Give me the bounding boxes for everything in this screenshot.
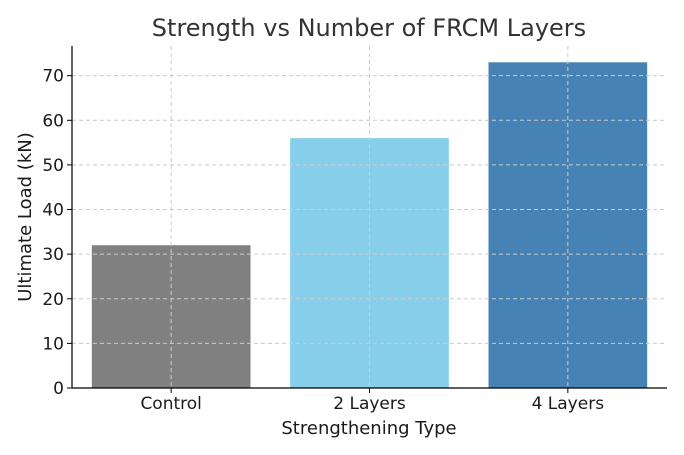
- x-tick-label: 2 Layers: [333, 394, 406, 414]
- y-tick-label: 0: [53, 379, 64, 399]
- x-tick-label: Control: [140, 394, 201, 414]
- chart-title: Strength vs Number of FRCM Layers: [152, 14, 586, 42]
- y-tick-label: 30: [42, 245, 64, 265]
- x-axis-label: Strengthening Type: [281, 418, 456, 439]
- y-tick-label: 10: [42, 334, 64, 354]
- x-ticks: Control 2 Layers 4 Layers: [140, 388, 604, 414]
- y-tick-label: 60: [42, 111, 64, 131]
- grid-lines: [72, 46, 667, 388]
- y-tick-label: 50: [42, 156, 64, 176]
- y-axis-label: Ultimate Load (kN): [15, 132, 36, 302]
- x-tick-label: 4 Layers: [532, 394, 605, 414]
- y-ticks: 0 10 20 30 40 50 60 70: [42, 67, 72, 399]
- y-tick-label: 70: [42, 67, 64, 87]
- y-tick-label: 40: [42, 201, 64, 221]
- y-tick-label: 20: [42, 290, 64, 310]
